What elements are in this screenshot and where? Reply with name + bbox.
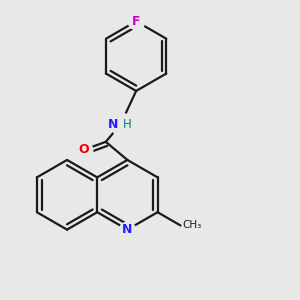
Text: CH₃: CH₃ xyxy=(182,220,202,230)
Text: F: F xyxy=(132,15,140,28)
Text: O: O xyxy=(79,143,89,156)
Text: N: N xyxy=(122,223,133,236)
Text: H: H xyxy=(123,118,131,130)
Text: N: N xyxy=(108,118,118,130)
